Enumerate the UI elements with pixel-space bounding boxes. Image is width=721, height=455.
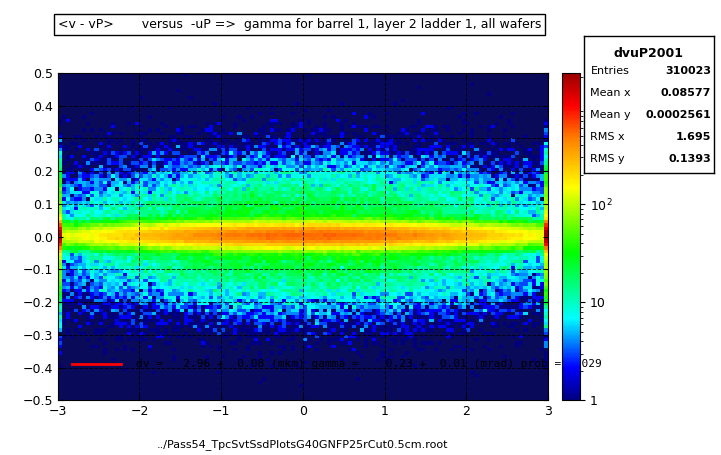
Text: 0.1393: 0.1393 — [668, 154, 711, 164]
Text: 1.695: 1.695 — [676, 132, 711, 142]
Text: RMS x: RMS x — [590, 132, 625, 142]
Text: dv =   2.96 +  0.08 (mkm) gamma =    0.23 +  0.01 (mrad) prob = 0.029: dv = 2.96 + 0.08 (mkm) gamma = 0.23 + 0.… — [136, 359, 602, 369]
Text: <v - vP>       versus  -uP =>  gamma for barrel 1, layer 2 ladder 1, all wafers: <v - vP> versus -uP => gamma for barrel … — [58, 18, 541, 31]
Text: 310023: 310023 — [665, 66, 711, 76]
Text: ../Pass54_TpcSvtSsdPlotsG40GNFP25rCut0.5cm.root: ../Pass54_TpcSvtSsdPlotsG40GNFP25rCut0.5… — [157, 440, 448, 450]
Text: Mean x: Mean x — [590, 88, 631, 98]
Text: RMS y: RMS y — [590, 154, 625, 164]
Text: 0.08577: 0.08577 — [661, 88, 711, 98]
Text: dvuP2001: dvuP2001 — [614, 47, 684, 61]
Text: Entries: Entries — [590, 66, 629, 76]
Text: 0.0002561: 0.0002561 — [645, 110, 711, 120]
Text: Mean y: Mean y — [590, 110, 631, 120]
